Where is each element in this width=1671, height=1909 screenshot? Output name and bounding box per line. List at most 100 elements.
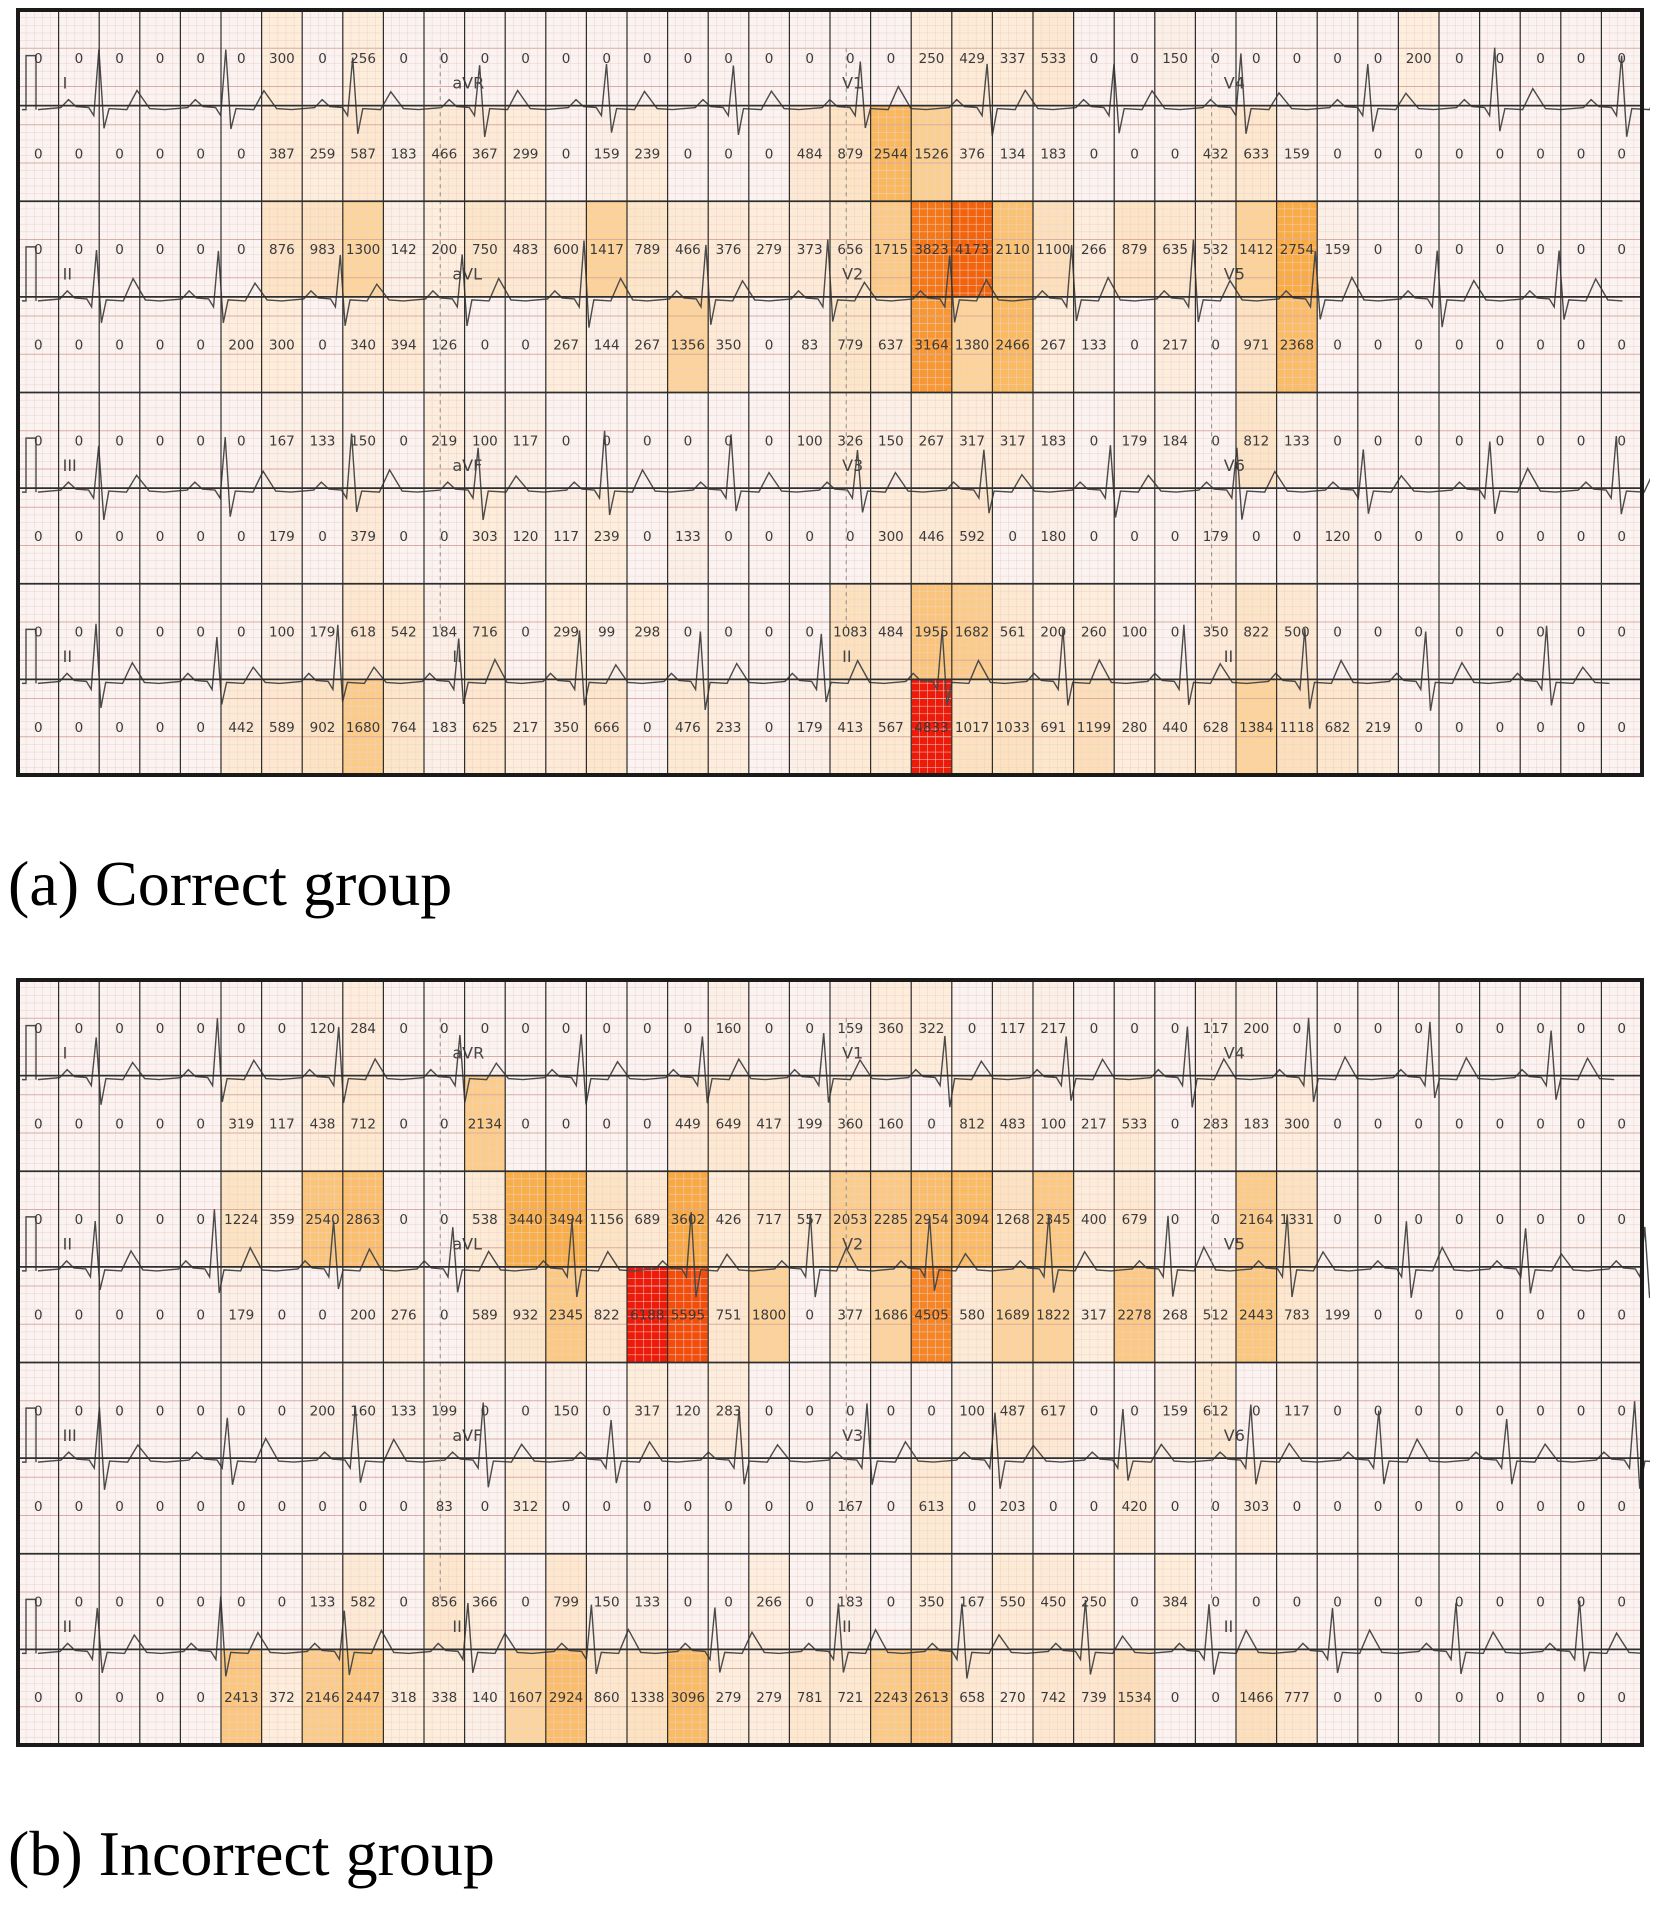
cell-value-label: 0 xyxy=(115,625,124,641)
cell-value-label: 0 xyxy=(75,1116,84,1132)
heat-cell xyxy=(261,10,303,106)
cell-value-label: 0 xyxy=(399,529,408,545)
cell-value-label: 179 xyxy=(1203,529,1229,545)
heat-cell xyxy=(424,1362,465,1459)
cell-value-label: 2924 xyxy=(549,1690,583,1706)
cell-value-label: 0 xyxy=(115,338,124,354)
cell-value-label: 0 xyxy=(34,1212,43,1228)
cell-value-label: 120 xyxy=(513,529,539,545)
cell-value-label: 0 xyxy=(521,51,530,67)
cell-value-label: 1199 xyxy=(1077,720,1111,736)
cell-value-label: 0 xyxy=(602,51,611,67)
heat-cell xyxy=(342,1649,384,1745)
cell-value-label: 120 xyxy=(310,1021,336,1037)
cell-value-label: 0 xyxy=(765,529,774,545)
cell-value-label: 133 xyxy=(310,1595,336,1611)
cell-value-label: 1715 xyxy=(874,242,908,258)
cell-value-label: 117 xyxy=(1000,1021,1026,1037)
cell-value-label: 276 xyxy=(391,1308,417,1324)
cell-value-label: 856 xyxy=(431,1595,457,1611)
lead-label: V4 xyxy=(1224,73,1245,92)
heat-cell xyxy=(627,583,668,680)
heat-cell xyxy=(1073,1649,1115,1745)
heat-cell xyxy=(221,679,262,775)
cell-value-label: 637 xyxy=(878,338,904,354)
cell-value-label: 126 xyxy=(431,338,457,354)
cell-value-label: 387 xyxy=(269,146,295,162)
heat-cell xyxy=(1114,392,1155,489)
lead-label: II xyxy=(452,647,461,666)
cell-value-label: 484 xyxy=(878,625,904,641)
heat-cell xyxy=(342,1266,384,1363)
heat-cell xyxy=(911,201,952,297)
heat-cell xyxy=(992,1362,1033,1459)
cell-value-label: 0 xyxy=(278,1499,287,1515)
cell-value-label: 0 xyxy=(724,51,733,67)
cell-value-label: 0 xyxy=(1455,242,1464,258)
cell-value-label: 902 xyxy=(310,720,336,736)
heat-cell xyxy=(951,488,993,584)
cell-value-label: 0 xyxy=(1414,1499,1423,1515)
heat-cell xyxy=(951,1362,993,1459)
cell-value-label: 0 xyxy=(359,1499,368,1515)
cell-value-label: 0 xyxy=(1374,529,1383,545)
cell-value-label: 199 xyxy=(1325,1308,1351,1324)
cell-value-label: 0 xyxy=(1090,1499,1099,1515)
cell-value-label: 0 xyxy=(237,51,246,67)
cell-value-label: 180 xyxy=(1040,529,1066,545)
cell-value-label: 0 xyxy=(643,433,652,449)
cell-value-label: 0 xyxy=(1577,433,1586,449)
heat-cell xyxy=(1114,1458,1155,1554)
cell-value-label: 0 xyxy=(1455,1308,1464,1324)
cell-value-label: 0 xyxy=(1496,338,1505,354)
heat-cell xyxy=(586,679,627,775)
cell-value-label: 1380 xyxy=(955,338,989,354)
heat-cell xyxy=(464,1553,506,1650)
cell-value-label: 359 xyxy=(269,1212,295,1228)
cell-value-label: 0 xyxy=(156,1690,165,1706)
heat-cell xyxy=(911,1553,952,1650)
lead-label: aVL xyxy=(452,1235,482,1254)
cell-value-label: 449 xyxy=(675,1116,701,1132)
cell-value-label: 376 xyxy=(959,146,985,162)
cell-value-label: 2613 xyxy=(914,1690,948,1706)
cell-value-label: 717 xyxy=(756,1212,782,1228)
cell-value-label: 0 xyxy=(1090,529,1099,545)
heat-cell xyxy=(342,583,384,680)
cell-value-label: 1356 xyxy=(671,338,705,354)
heat-cell xyxy=(1114,679,1155,775)
cell-value-label: 0 xyxy=(1617,529,1626,545)
cell-value-label: 217 xyxy=(1040,1021,1066,1037)
lead-label: V3 xyxy=(842,1426,863,1445)
heat-cell xyxy=(1317,679,1358,775)
cell-value-label: 0 xyxy=(1455,1499,1464,1515)
heat-cell xyxy=(1276,105,1318,202)
cell-value-label: 0 xyxy=(1414,625,1423,641)
cell-value-label: 3164 xyxy=(914,338,948,354)
cell-value-label: 1100 xyxy=(1036,242,1070,258)
cell-value-label: 1466 xyxy=(1239,1690,1273,1706)
heat-cell xyxy=(464,1266,506,1363)
cell-value-label: 3602 xyxy=(671,1212,705,1228)
cell-value-label: 1156 xyxy=(590,1212,624,1228)
cell-value-label: 0 xyxy=(1536,433,1545,449)
cell-value-label: 267 xyxy=(1040,338,1066,354)
heat-cell xyxy=(1276,583,1318,680)
cell-value-label: 1822 xyxy=(1036,1308,1070,1324)
cell-value-label: 0 xyxy=(1496,1116,1505,1132)
cell-value-label: 120 xyxy=(1325,529,1351,545)
cell-value-label: 0 xyxy=(75,1690,84,1706)
cell-value-label: 0 xyxy=(643,1021,652,1037)
cell-value-label: 0 xyxy=(1455,720,1464,736)
heat-cell xyxy=(342,980,384,1076)
cell-value-label: 0 xyxy=(278,1403,287,1419)
cell-value-label: 0 xyxy=(75,1212,84,1228)
cell-value-label: 280 xyxy=(1122,720,1148,736)
cell-value-label: 0 xyxy=(684,51,693,67)
heat-cell xyxy=(261,105,303,202)
cell-value-label: 340 xyxy=(350,338,376,354)
cell-value-label: 120 xyxy=(675,1403,701,1419)
cell-value-label: 0 xyxy=(1536,242,1545,258)
cell-value-label: 256 xyxy=(350,51,376,67)
heat-cell xyxy=(1114,1075,1155,1172)
